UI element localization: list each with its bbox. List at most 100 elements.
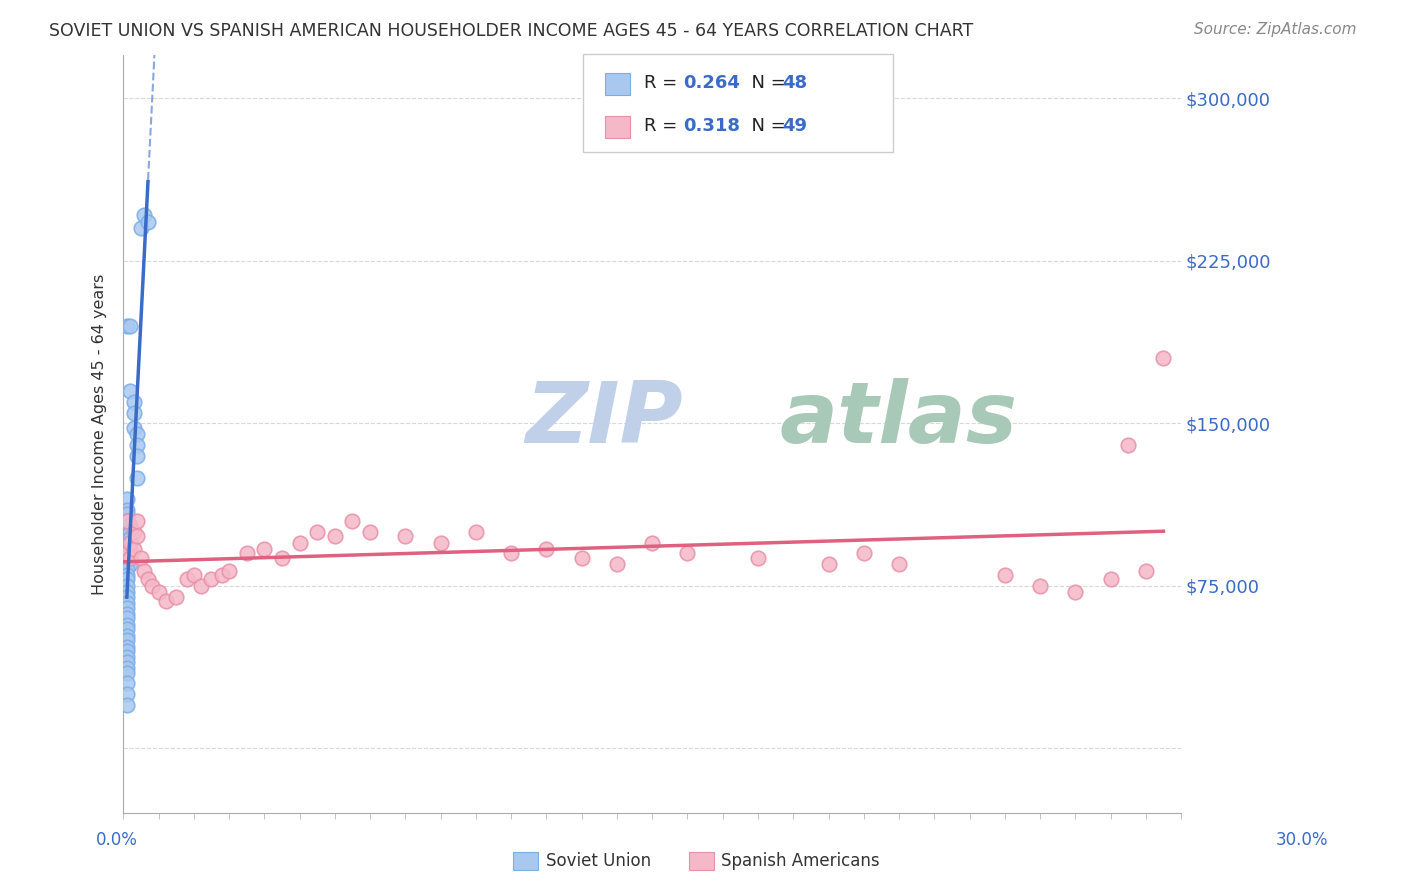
Point [115,629,138,643]
Point [141,579,163,593]
Point [211,568,233,582]
Point [115,687,138,701]
Point [218,564,240,578]
Point [165,590,187,604]
Point [115,633,138,648]
Point [115,600,138,615]
Point [115,650,138,665]
Point [429,535,451,549]
Point [134,564,156,578]
Point [115,585,138,599]
Point [127,470,149,484]
Point [129,221,152,235]
Point [122,524,145,539]
Point [288,535,311,549]
Point [200,573,222,587]
Point [127,514,149,528]
Point [115,579,138,593]
Text: N =: N = [740,117,792,135]
Point [606,558,628,572]
Point [115,596,138,610]
Point [127,529,149,543]
Text: Spanish Americans: Spanish Americans [721,852,880,870]
Text: Soviet Union: Soviet Union [546,852,651,870]
Text: N =: N = [740,74,792,92]
Point [115,503,138,517]
Point [120,518,142,533]
Point [136,215,159,229]
Text: R =: R = [644,117,689,135]
Point [122,421,145,435]
Point [122,542,145,557]
Point [115,568,138,582]
Point [120,535,142,549]
Point [122,394,145,409]
Point [120,558,142,572]
Text: 49: 49 [782,117,807,135]
Point [307,524,329,539]
Text: 0.264: 0.264 [683,74,740,92]
Point [115,561,138,575]
Point [120,550,142,565]
Point [115,644,138,658]
Point [235,546,257,560]
Point [115,655,138,669]
Point [115,514,138,528]
Point [115,590,138,604]
Text: 30.0%: 30.0% [1277,830,1329,848]
Point [323,529,346,543]
Point [120,384,142,398]
Point [122,406,145,420]
Point [115,640,138,654]
Point [134,209,156,223]
Point [183,568,205,582]
Point [571,550,593,565]
Y-axis label: Householder Income Ages 45 - 64 years: Householder Income Ages 45 - 64 years [93,274,107,595]
Point [676,546,699,560]
Point [641,535,664,549]
Text: ZIP: ZIP [526,377,683,460]
Point [817,558,839,572]
Point [120,524,142,539]
Point [120,542,142,557]
Point [115,492,138,507]
Text: Source: ZipAtlas.com: Source: ZipAtlas.com [1194,22,1357,37]
Point [1135,564,1157,578]
Point [120,546,142,560]
Point [148,585,170,599]
Point [1153,351,1175,366]
Point [852,546,875,560]
Point [1116,438,1139,452]
Point [115,514,138,528]
Point [1064,585,1087,599]
Point [127,438,149,452]
Point [115,618,138,632]
Point [115,546,138,560]
Point [127,449,149,463]
Point [271,550,294,565]
Point [115,665,138,680]
Point [1029,579,1052,593]
Point [129,550,152,565]
Point [394,529,416,543]
Point [176,573,198,587]
Point [887,558,910,572]
Point [120,531,142,545]
Point [1099,573,1122,587]
Text: 0.0%: 0.0% [96,830,138,848]
Text: 0.318: 0.318 [683,117,741,135]
Point [120,550,142,565]
Point [120,318,142,333]
Point [994,568,1017,582]
Point [464,524,486,539]
Point [115,573,138,587]
Point [747,550,769,565]
Point [127,427,149,442]
Point [536,542,558,557]
Point [115,661,138,675]
Point [115,318,138,333]
Point [115,508,138,522]
Text: R =: R = [644,74,683,92]
Point [155,594,177,608]
Text: 48: 48 [782,74,807,92]
